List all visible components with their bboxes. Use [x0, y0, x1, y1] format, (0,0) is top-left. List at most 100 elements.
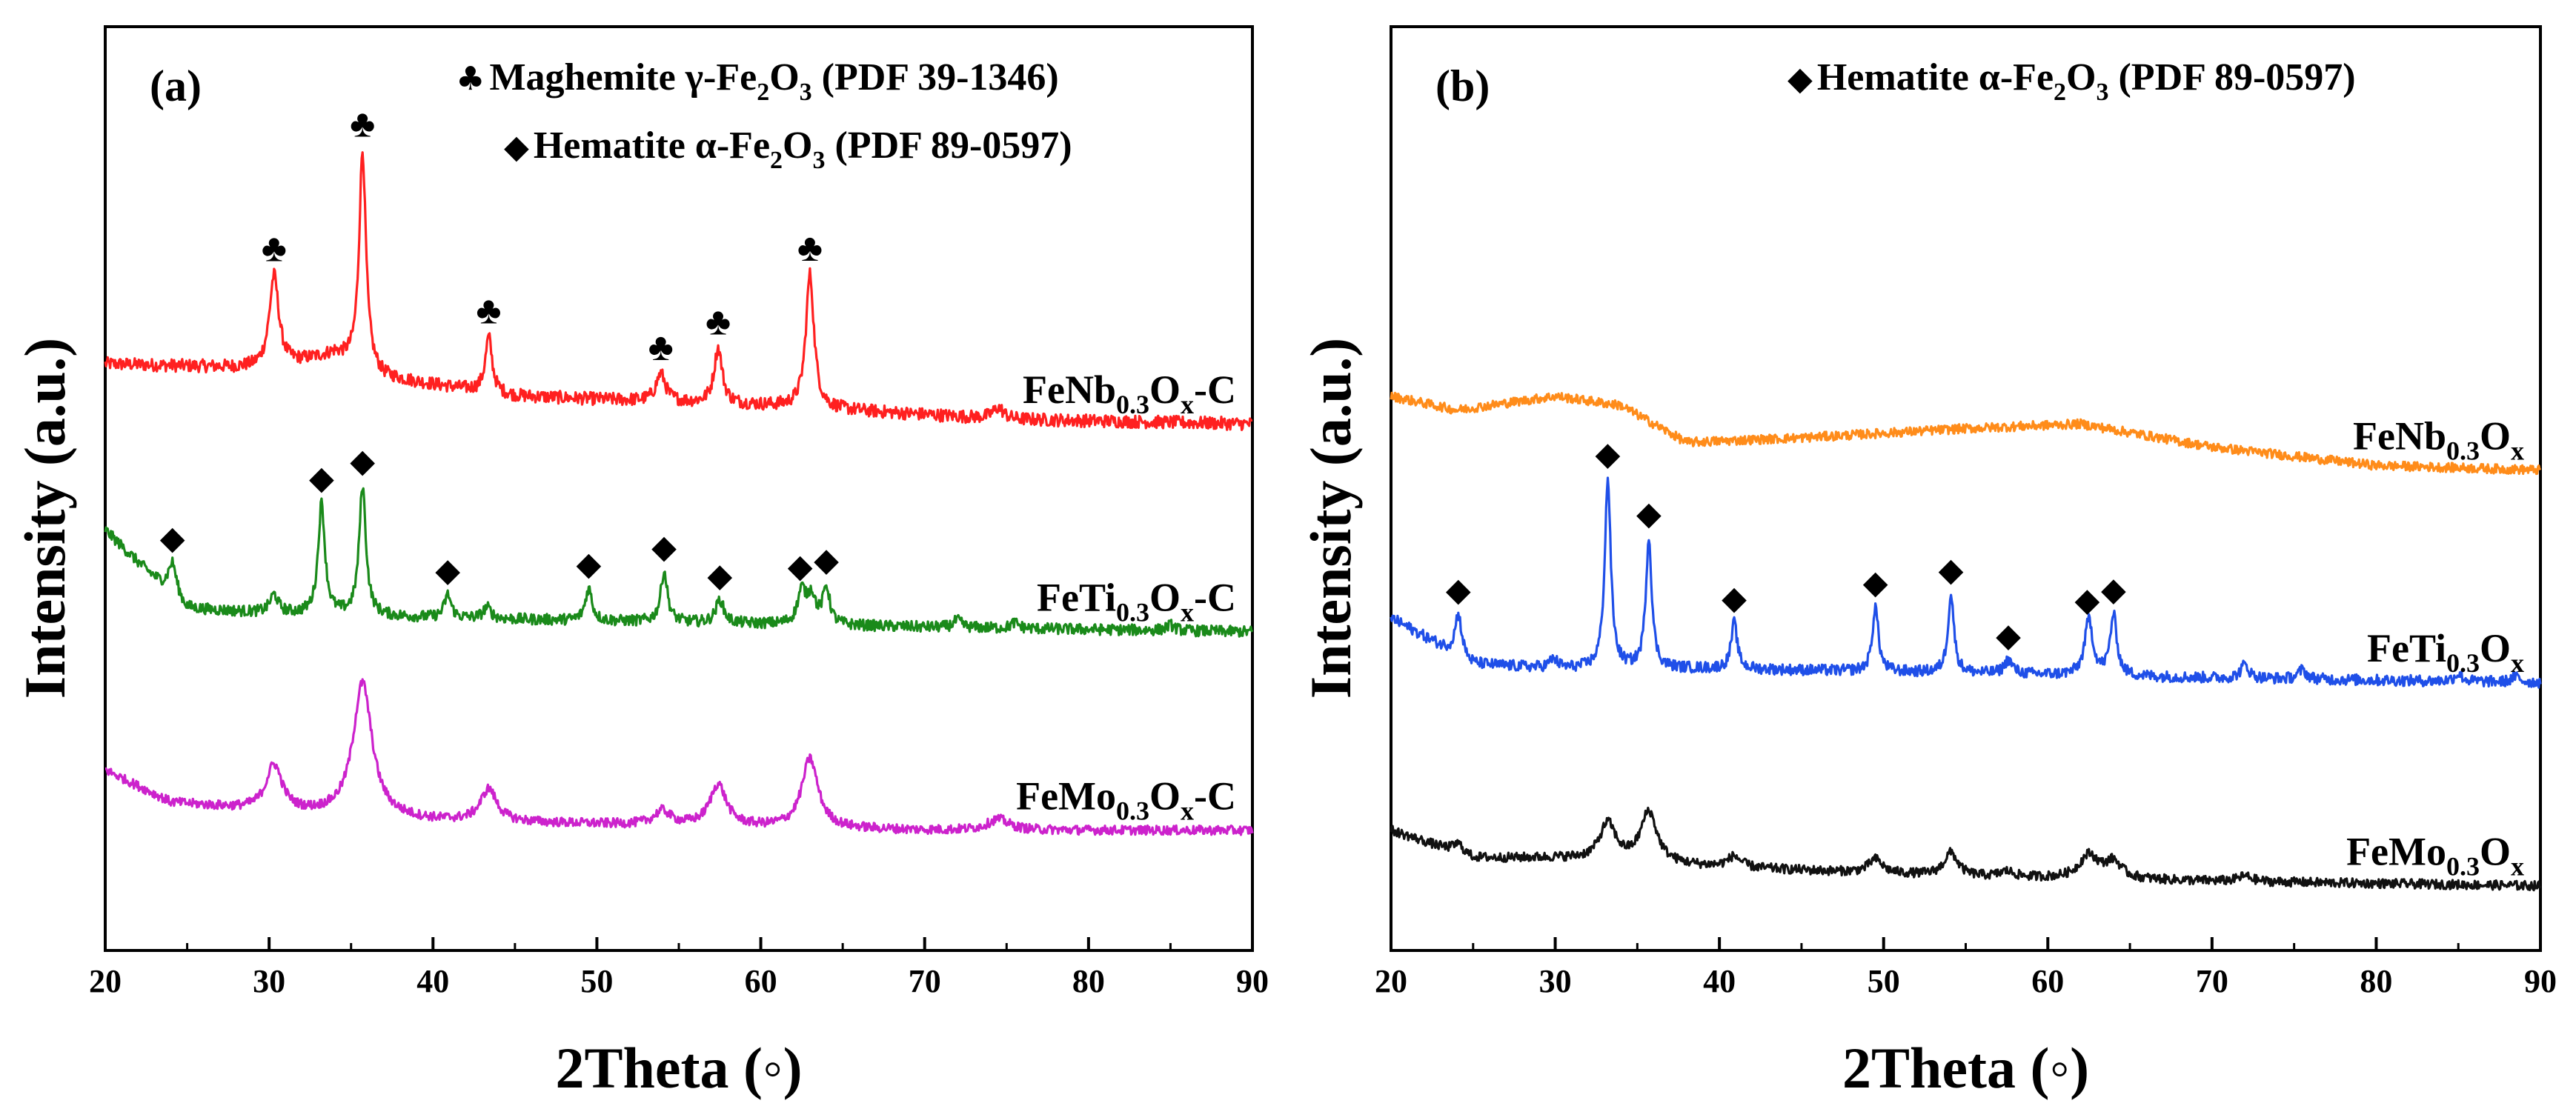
legend-subscript: 3 [812, 147, 825, 174]
legend-symbol: ♣ [456, 60, 485, 98]
y-axis-title: Intensity (a.u.) [1298, 338, 1363, 699]
peak-marker: ◆ [1722, 580, 1747, 616]
peak-marker: ◆ [707, 557, 732, 593]
legend-subscript: 3 [800, 79, 812, 106]
series-FeTi0.3Ox-C: ◆◆ ◆◆ ◆ ◆◆ ◆ ◆FeTi0.3Ox-C [104, 443, 1254, 638]
series-label-subscript: x [1181, 390, 1194, 419]
series-label-text: FeMo [1016, 774, 1116, 819]
x-tick-label: 60 [2031, 963, 2064, 999]
series-label: FeTi0.3Ox-C [1037, 576, 1236, 627]
x-tick-label: 30 [253, 963, 285, 999]
series-line [1390, 391, 2542, 476]
series-line [104, 487, 1254, 638]
peak-marker: ♣ [350, 104, 375, 146]
peak-marker: ◆ [350, 443, 375, 479]
x-tick-label: 20 [1375, 963, 1407, 999]
series-label-text: O [2480, 830, 2511, 874]
series-label-suffix: -C [1194, 367, 1236, 412]
legend-pdf-text: (PDF 89-0597) [825, 124, 1072, 167]
peak-marker: ◆ [309, 460, 334, 496]
x-axis-title: 2Theta (◦) [1842, 1036, 2089, 1100]
series-label-text: FeNb [1023, 367, 1116, 412]
peak-marker: ◆ [1863, 565, 1888, 601]
peak-marker: ◆ [160, 520, 185, 556]
plot-frame [1390, 25, 2542, 952]
x-tick-label: 90 [2524, 963, 2557, 999]
legend-subscript: 3 [2096, 79, 2108, 106]
x-tick-label: 90 [1236, 963, 1269, 999]
series-FeTi0.3Ox: ◆◆◆◆ ◆ ◆◆◆ ◆FeTi0.3Ox [1390, 436, 2542, 689]
peak-marker: ◆ [1446, 572, 1471, 608]
peak-marker: ◆ [814, 542, 839, 579]
x-axis-title: 2Theta (◦) [555, 1036, 802, 1100]
peak-marker: ◆ [2075, 582, 2100, 618]
series-line [1390, 476, 2542, 689]
series-label-text: O [1149, 367, 1181, 412]
panel-a: 20 30 40 50 60 70 80 90 2Theta (◦) Intensity (a.u… [13, 25, 1269, 1100]
series-line [104, 678, 1254, 836]
series-label-text: O [1149, 576, 1181, 620]
legend-subscript: 2 [770, 147, 783, 174]
series-label-subscript: x [2511, 436, 2524, 466]
x-tick-label: 70 [2196, 963, 2228, 999]
series-label-text: O [1149, 774, 1181, 819]
legend-entry: ◆ Hematite α-Fe2O3 (PDF 89-0597) [504, 124, 1072, 174]
x-tick-label: 20 [89, 963, 122, 999]
series-label-subscript: 0.3 [1116, 598, 1149, 627]
series-label-subscript: x [2511, 852, 2524, 882]
series-label-subscript: 0.3 [2446, 852, 2480, 882]
legend-symbol: ◆ [504, 128, 529, 166]
peak-marker: ♣ [706, 301, 731, 343]
series-label-subscript: 0.3 [1116, 390, 1149, 419]
peak-marker: ◆ [435, 552, 460, 588]
legend-subscript: 2 [2054, 79, 2066, 106]
peak-marker: ♣ [262, 228, 287, 270]
legend-text: O [2066, 56, 2096, 99]
series-label: FeTi0.3Ox [2367, 626, 2524, 678]
peak-marker: ◆ [1596, 436, 1621, 472]
series-label-text: O [2480, 626, 2511, 670]
x-tick-label: 40 [416, 963, 449, 999]
series-label-subscript: x [2511, 648, 2524, 678]
series-label-subscript: 0.3 [2446, 436, 2480, 466]
x-tick-label: 30 [1539, 963, 1572, 999]
y-axis-title: Intensity (a.u.) [13, 338, 77, 699]
legend-entry: ♣ Maghemite γ-Fe2O3 (PDF 39-1346) [456, 56, 1059, 106]
legend-entry: ◆ Hematite α-Fe2O3 (PDF 89-0597) [1787, 56, 2356, 106]
legend-phase-text: Maghemite γ-Fe [489, 56, 757, 99]
peak-marker: ◆ [1939, 552, 1964, 588]
legend-text: O [783, 124, 812, 167]
series-FeMo0.3Ox: FeMo0.3Ox [1390, 806, 2542, 892]
peak-marker: ♣ [648, 327, 674, 369]
series-label: FeMo0.3Ox-C [1016, 774, 1236, 826]
peak-marker: ◆ [576, 546, 601, 582]
peak-marker: ♣ [476, 290, 501, 332]
legend-symbol: ◆ [1787, 60, 1813, 98]
series-line [1390, 806, 2542, 892]
series-label: FeNb0.3Ox-C [1023, 367, 1236, 419]
series-label-subscript: 0.3 [2446, 648, 2480, 678]
legend-pdf-text: (PDF 89-0597) [2108, 56, 2355, 99]
peak-marker: ◆ [1636, 496, 1662, 532]
legend-text: O [769, 56, 799, 99]
series-label-text: FeTi [2367, 626, 2446, 670]
legend-phase-text: Hematite α-Fe [534, 124, 770, 167]
x-tick-label: 50 [1868, 963, 1900, 999]
x-tick-label: 70 [909, 963, 941, 999]
series-FeNb0.3Ox: FeNb0.3Ox [1390, 391, 2542, 476]
x-tick-label: 80 [2360, 963, 2392, 999]
series-label-suffix: -C [1194, 774, 1236, 819]
panel-b: 20 30 40 50 60 70 80 90 2Theta (◦) Intensity (a.u… [1298, 25, 2557, 1100]
legend-subscript: 2 [757, 79, 769, 106]
series-label-suffix: -C [1194, 576, 1236, 620]
series-label-subscript: x [1181, 598, 1194, 627]
panel-label: (b) [1435, 61, 1490, 110]
x-tick-label: 80 [1072, 963, 1105, 999]
series-label-subscript: 0.3 [1116, 796, 1149, 826]
peak-marker: ◆ [788, 548, 813, 585]
series-line [104, 151, 1253, 431]
peak-marker: ♣ [797, 227, 823, 270]
series-label: FeMo0.3Ox [2346, 830, 2524, 882]
peak-marker: ◆ [1996, 617, 2021, 653]
